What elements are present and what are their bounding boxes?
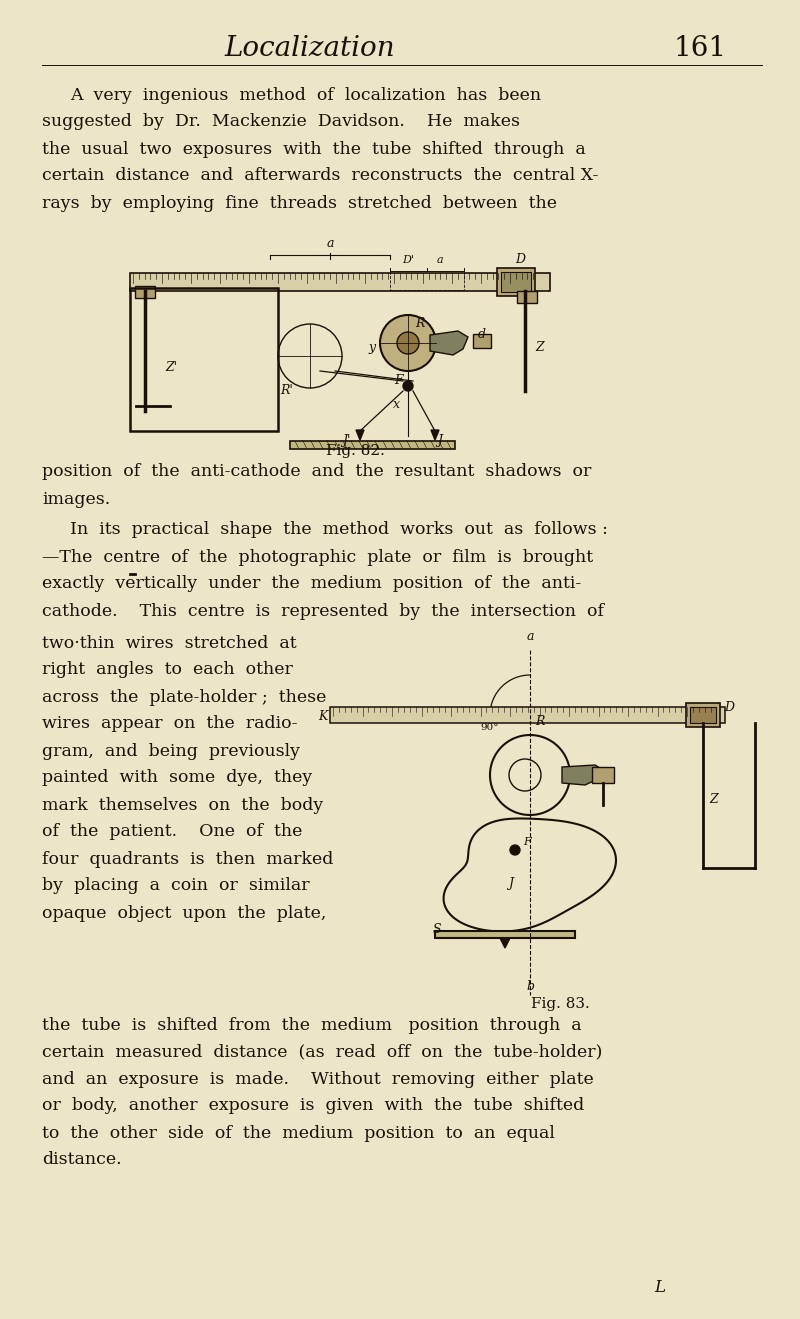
Text: R: R [415,317,424,330]
Bar [592,768,614,783]
Text: Z: Z [535,342,544,353]
Text: exactly  vertically  under  the  medium  position  of  the  anti-: exactly vertically under the medium posi… [42,575,582,592]
Text: R': R' [280,384,293,397]
Circle shape [403,381,413,390]
Text: a: a [326,237,334,251]
Text: of  the  patient.    One  of  the: of the patient. One of the [42,823,302,840]
Text: J: J [437,434,442,447]
Text: b: b [526,980,534,993]
Bar [686,703,720,727]
Text: a: a [526,630,534,642]
Text: S: S [433,923,442,936]
Bar [130,273,550,291]
Bar [501,272,531,291]
Bar [435,931,575,938]
Text: y: y [368,342,375,353]
Text: 161: 161 [674,34,726,62]
Circle shape [510,845,520,855]
Polygon shape [443,819,616,931]
Text: D: D [515,253,525,266]
Polygon shape [500,938,510,948]
Text: four  quadrants  is  then  marked: four quadrants is then marked [42,851,334,868]
Text: d: d [478,328,486,342]
Polygon shape [431,430,439,441]
Text: J': J' [342,434,350,447]
Circle shape [380,315,436,371]
Text: two·thin  wires  stretched  at: two·thin wires stretched at [42,634,297,652]
Text: J: J [508,877,513,890]
Circle shape [397,332,419,353]
Text: and  an  exposure  is  made.    Without  removing  either  plate: and an exposure is made. Without removin… [42,1071,594,1087]
Text: rays  by  employing  fine  threads  stretched  between  the: rays by employing fine threads stretched… [42,194,557,211]
Bar [690,707,716,723]
Text: K: K [318,710,327,723]
Text: certain  distance  and  afterwards  reconstructs  the  central X-: certain distance and afterwards reconstr… [42,168,598,185]
Text: or  body,  another  exposure  is  given  with  the  tube  shifted: or body, another exposure is given with … [42,1097,584,1115]
Text: Fig. 83.: Fig. 83. [530,997,590,1010]
Bar [497,268,535,295]
Bar [290,441,455,448]
Text: gram,  and  being  previously: gram, and being previously [42,743,300,760]
Text: right  angles  to  each  other: right angles to each other [42,662,293,678]
Bar [135,286,155,298]
Text: Z': Z' [165,361,177,375]
Text: painted  with  some  dye,  they: painted with some dye, they [42,769,312,786]
Text: the  tube  is  shifted  from  the  medium   position  through  a: the tube is shifted from the medium posi… [42,1017,582,1034]
Polygon shape [562,765,605,785]
Text: by  placing  a  coin  or  similar: by placing a coin or similar [42,877,310,894]
Text: 90°: 90° [480,723,498,732]
Text: x: x [393,398,400,412]
Text: Fig. 82.: Fig. 82. [326,445,385,458]
Text: D': D' [402,255,414,265]
Bar [130,288,278,431]
Text: wires  appear  on  the  radio-: wires appear on the radio- [42,715,298,732]
Text: In  its  practical  shape  the  method  works  out  as  follows :: In its practical shape the method works … [70,521,608,538]
Bar [473,334,491,348]
Text: certain  measured  distance  (as  read  off  on  the  tube-holder): certain measured distance (as read off o… [42,1043,602,1060]
Bar [517,291,537,303]
Text: a: a [437,255,443,265]
Text: the  usual  two  exposures  with  the  tube  shifted  through  a: the usual two exposures with the tube sh… [42,141,586,157]
Text: distance.: distance. [42,1151,122,1169]
Text: L: L [654,1279,666,1297]
Bar [330,707,725,723]
Polygon shape [356,430,364,441]
Text: suggested  by  Dr.  Mackenzie  Davidson.    He  makes: suggested by Dr. Mackenzie Davidson. He … [42,113,520,131]
Polygon shape [430,331,468,355]
Text: mark  themselves  on  the  body: mark themselves on the body [42,797,323,814]
Text: —The  centre  of  the  photographic  plate  or  film  is  brought: —The centre of the photographic plate or… [42,549,593,566]
Text: images.: images. [42,491,110,508]
Text: Localization: Localization [225,34,395,62]
Text: D: D [724,700,734,714]
Text: Z: Z [709,793,718,806]
Text: F: F [394,375,402,386]
Text: across  the  plate-holder ;  these: across the plate-holder ; these [42,689,326,706]
Text: opaque  object  upon  the  plate,: opaque object upon the plate, [42,905,326,922]
Text: A  very  ingenious  method  of  localization  has  been: A very ingenious method of localization … [70,87,541,103]
Text: position  of  the  anti-cathode  and  the  resultant  shadows  or: position of the anti-cathode and the res… [42,463,591,480]
Text: cathode.    This  centre  is  represented  by  the  intersection  of: cathode. This centre is represented by t… [42,603,604,620]
Text: to  the  other  side  of  the  medium  position  to  an  equal: to the other side of the medium position… [42,1125,555,1141]
Text: F: F [523,838,530,847]
Text: R: R [535,715,544,728]
